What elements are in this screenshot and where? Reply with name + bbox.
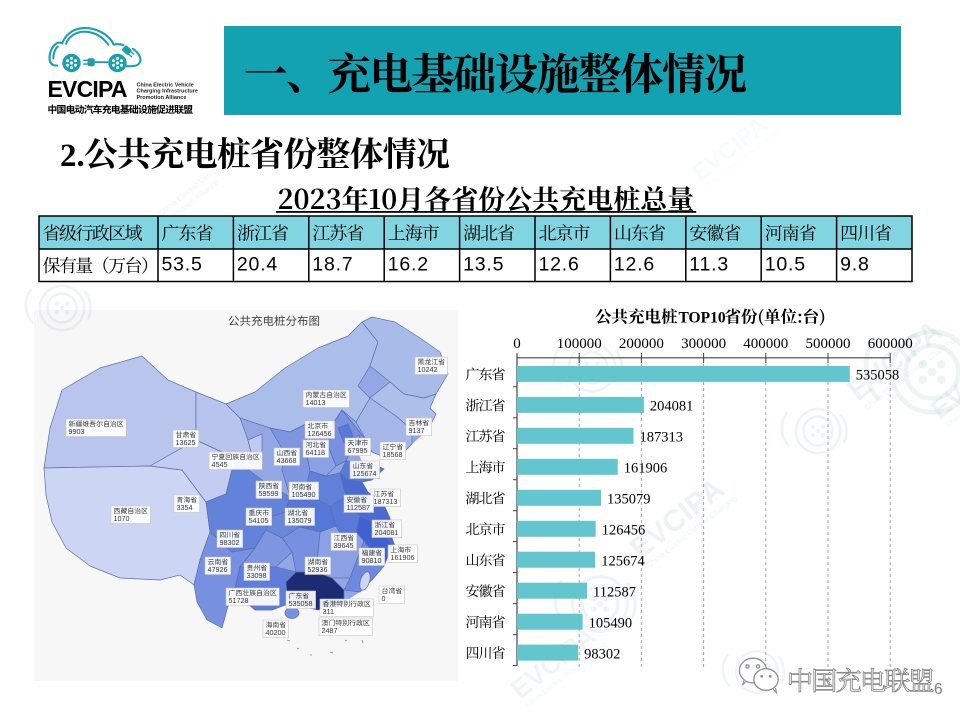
svg-text:67995: 67995	[348, 446, 368, 455]
svg-text:112587: 112587	[593, 585, 636, 601]
svg-text:100000: 100000	[557, 336, 602, 352]
svg-text:47926: 47926	[208, 565, 228, 574]
svg-text:535058: 535058	[289, 599, 313, 608]
svg-text:126456: 126456	[308, 429, 332, 438]
svg-text:12.6: 12.6	[614, 254, 655, 276]
svg-text:18568: 18568	[383, 450, 403, 459]
svg-text:535058: 535058	[856, 368, 900, 384]
svg-text:125674: 125674	[353, 469, 377, 478]
svg-text:52936: 52936	[308, 565, 328, 574]
svg-text:20.4: 20.4	[237, 254, 278, 276]
svg-text:TOP10: TOP10	[679, 310, 726, 327]
svg-text:0: 0	[513, 336, 521, 352]
svg-text:11.3: 11.3	[689, 254, 729, 276]
svg-text:4545: 4545	[212, 460, 228, 469]
svg-text:135079: 135079	[607, 492, 651, 508]
svg-text:204081: 204081	[375, 528, 399, 537]
svg-text:3354: 3354	[177, 503, 193, 512]
svg-text:10242: 10242	[418, 365, 438, 374]
svg-text:12.6: 12.6	[539, 254, 580, 276]
svg-text:13.5: 13.5	[463, 254, 504, 276]
svg-text:51728: 51728	[229, 596, 249, 605]
svg-text:2.: 2.	[60, 138, 85, 174]
svg-text:161906: 161906	[391, 553, 415, 562]
svg-text:98302: 98302	[220, 538, 240, 547]
svg-text:300000: 300000	[681, 336, 726, 352]
svg-text:135079: 135079	[288, 516, 312, 525]
svg-text:9903: 9903	[69, 427, 85, 436]
svg-text:EVCIPA: EVCIPA	[48, 76, 127, 102]
svg-text:14013: 14013	[306, 398, 326, 407]
svg-text:105490: 105490	[292, 490, 316, 499]
svg-text:9137: 9137	[409, 426, 425, 435]
svg-text:1070: 1070	[114, 514, 130, 523]
svg-text:13625: 13625	[176, 438, 196, 447]
svg-text:2487: 2487	[322, 626, 338, 635]
svg-text:54105: 54105	[249, 516, 269, 525]
svg-text:90810: 90810	[362, 556, 382, 565]
svg-text:China Electric Vehicle: China Electric Vehicle	[137, 83, 194, 89]
svg-text:59599: 59599	[259, 489, 279, 498]
svg-text:Charging Infrastructure: Charging Infrastructure	[137, 89, 198, 95]
svg-text:16.2: 16.2	[388, 254, 429, 276]
svg-text:Promotion Alliance: Promotion Alliance	[137, 95, 187, 101]
svg-text:43668: 43668	[277, 456, 297, 465]
svg-text:40200: 40200	[266, 628, 286, 637]
svg-text:9.8: 9.8	[840, 254, 870, 276]
svg-text:400000: 400000	[743, 336, 788, 352]
svg-text:125674: 125674	[601, 554, 645, 570]
svg-text:105490: 105490	[589, 616, 633, 632]
svg-text:187313: 187313	[374, 497, 398, 506]
svg-text:204081: 204081	[650, 399, 694, 415]
svg-text:311: 311	[323, 607, 334, 616]
svg-text:600000: 600000	[868, 336, 913, 352]
svg-text:500000: 500000	[806, 336, 851, 352]
svg-text:0: 0	[382, 594, 386, 603]
svg-text:200000: 200000	[619, 336, 664, 352]
svg-text:112587: 112587	[347, 503, 370, 512]
svg-text:126456: 126456	[602, 523, 646, 539]
svg-text:98302: 98302	[584, 646, 620, 662]
svg-text:187313: 187313	[640, 430, 684, 446]
svg-text:64118: 64118	[306, 448, 325, 457]
svg-text:10.5: 10.5	[765, 254, 806, 276]
svg-text:18.7: 18.7	[312, 254, 353, 276]
svg-text:53.5: 53.5	[162, 254, 203, 276]
svg-text:6: 6	[934, 681, 943, 698]
svg-text:161906: 161906	[624, 461, 668, 477]
svg-text:39645: 39645	[334, 541, 354, 550]
svg-text:33098: 33098	[247, 571, 267, 580]
